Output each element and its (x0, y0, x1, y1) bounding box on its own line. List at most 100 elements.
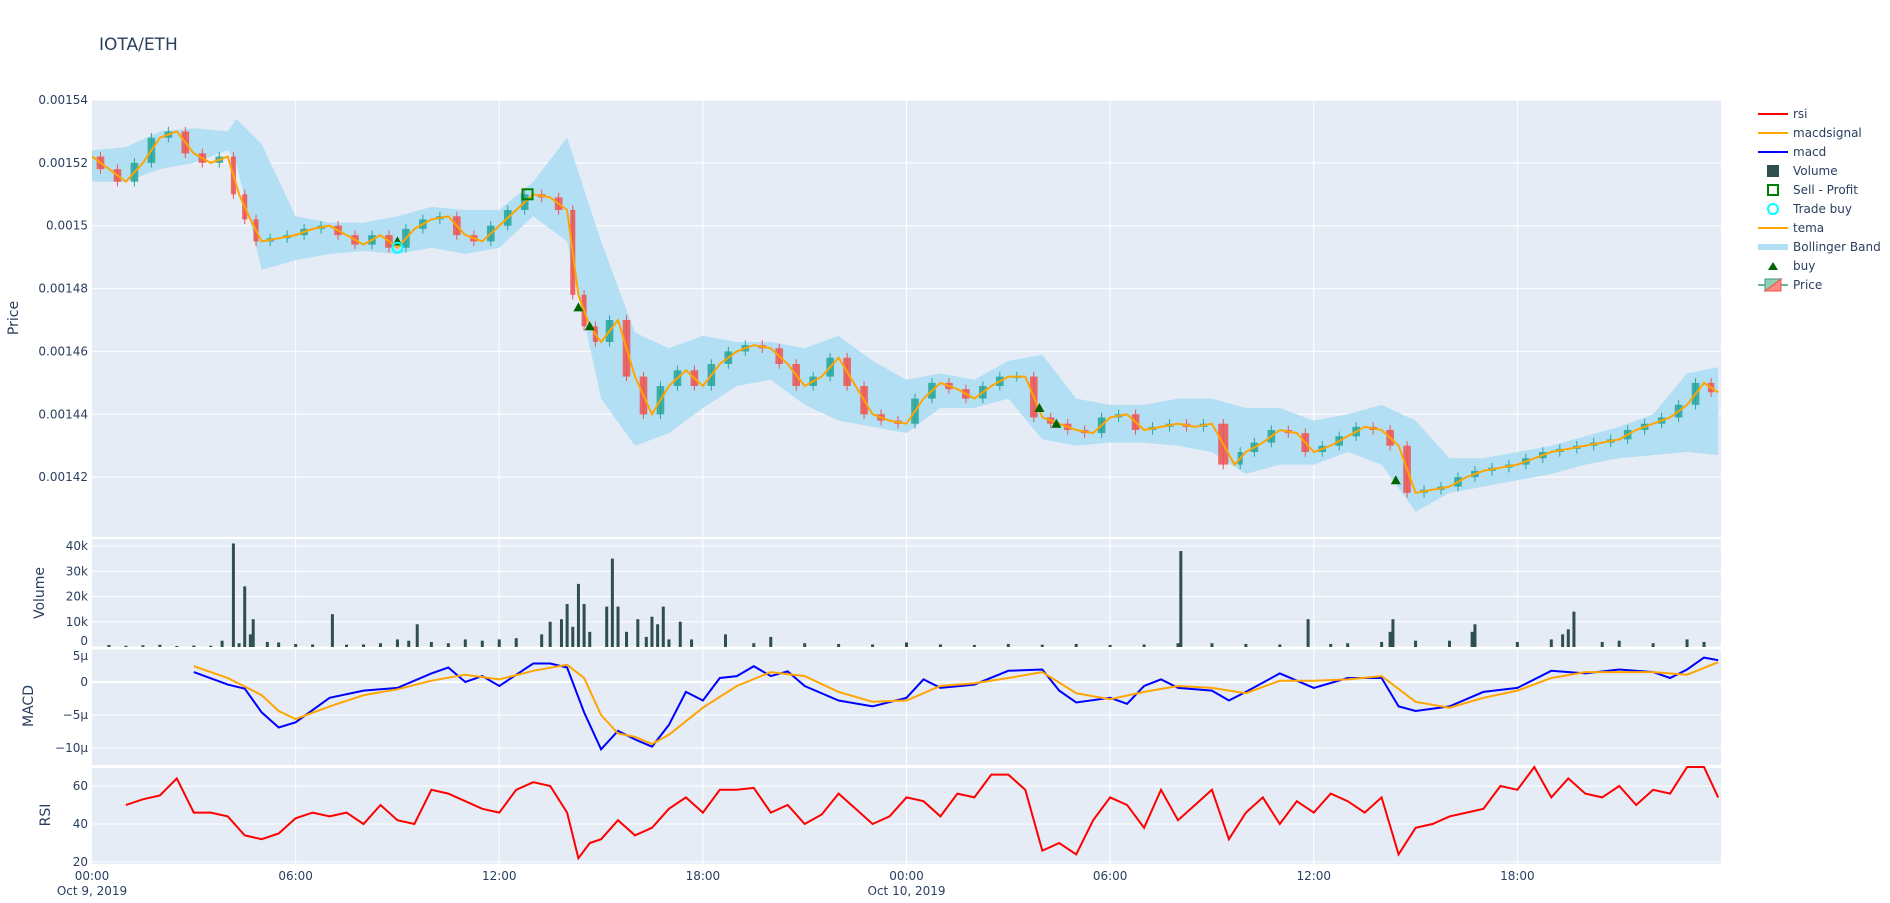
legend-square-icon (1767, 165, 1779, 177)
volume-bar (514, 638, 518, 647)
volume-bar (248, 634, 252, 647)
macd-y-tick-label: 0 (80, 675, 88, 689)
volume-bar (209, 645, 213, 647)
rsi-line (125, 765, 1720, 861)
x-date-label: Oct 10, 2019 (868, 884, 946, 898)
legend-item-buy[interactable]: buy (1768, 259, 1815, 273)
buy-marker (1051, 418, 1062, 428)
volume-bar (1473, 624, 1477, 647)
volume-bar (192, 645, 196, 647)
legend-item-macdsignal[interactable]: macdsignal (1758, 126, 1862, 140)
x-tick-label: 12:00 (1296, 869, 1331, 883)
volume-bar (1006, 643, 1010, 647)
macd-axis-title: MACD (21, 685, 37, 727)
volume-bar (803, 643, 807, 647)
volume-y-tick-label: 30k (66, 564, 88, 578)
volume-bar (1142, 644, 1146, 647)
legend-item-trade-buy[interactable]: Trade buy (1767, 202, 1852, 216)
legend: rsi macdsignal macd Volume Sell - Profit Trad… (1758, 107, 1881, 292)
legend-item-bollinger-band[interactable]: Bollinger Band (1758, 240, 1881, 254)
volume-bar (1685, 639, 1689, 647)
volume-bar (231, 543, 235, 647)
volume-bar (667, 639, 671, 647)
volume-bar (265, 641, 269, 647)
rsi-axis-title: RSI (38, 804, 54, 827)
volume-bar (661, 606, 665, 647)
price-y-tick-label: 0.00154 (38, 93, 88, 107)
volume-bar (497, 639, 501, 647)
volume-bar (837, 643, 841, 647)
volume-bar (1179, 551, 1183, 647)
volume-bar (1651, 643, 1655, 647)
x-date-label: Oct 9, 2019 (57, 884, 127, 898)
x-tick-label: 06:00 (1093, 869, 1128, 883)
volume-bar (1388, 631, 1392, 647)
volume-bar (415, 624, 419, 647)
legend-item-rsi[interactable]: rsi (1758, 107, 1808, 121)
legend-item-volume[interactable]: Volume (1767, 164, 1838, 178)
legend-triangle-icon (1768, 262, 1778, 270)
volume-bar (1391, 619, 1395, 647)
volume-bar (1561, 634, 1565, 647)
volume-bar (636, 619, 640, 647)
trade-buy-marker (391, 241, 404, 254)
volume-bar (769, 636, 773, 647)
legend-item-sell-profit[interactable]: Sell - Profit (1767, 183, 1858, 197)
legend-item-tema[interactable]: tema (1758, 221, 1824, 235)
x-tick-label: 00:00 (75, 869, 110, 883)
x-tick-label: 06:00 (278, 869, 313, 883)
volume-bar (362, 644, 365, 647)
volume-bar (294, 643, 298, 647)
volume-bar (582, 604, 586, 647)
legend-item-macd[interactable]: macd (1758, 145, 1826, 159)
price-axis-title: Price (6, 301, 22, 335)
volume-bar (625, 631, 629, 647)
volume-bar (559, 619, 563, 647)
volume-bar (1572, 611, 1576, 647)
volume-bar (480, 640, 484, 647)
volume-bar (588, 631, 592, 647)
buy-marker (584, 321, 595, 331)
volume-bar (576, 583, 580, 647)
volume-bar (1380, 641, 1384, 647)
legend-band-icon (1758, 244, 1788, 250)
volume-bar (1329, 643, 1333, 647)
volume-bar (1306, 619, 1310, 647)
volume-bar (124, 645, 128, 647)
volume-bar (1470, 631, 1474, 647)
volume-bar (1566, 629, 1570, 647)
legend-item-price[interactable]: Price (1758, 278, 1822, 292)
price-y-tick-label: 0.00152 (38, 156, 88, 170)
volume-bar (548, 621, 552, 647)
price-y-tick-label: 0.00144 (38, 407, 88, 421)
legend-label: Sell - Profit (1793, 183, 1858, 197)
x-tick-label: 00:00 (889, 869, 924, 883)
volume-bar (1278, 644, 1282, 647)
volume-bar (1210, 643, 1214, 647)
volume-bar (656, 624, 660, 647)
volume-bar (1414, 640, 1418, 647)
volume-bar (972, 644, 976, 647)
volume-bar (1108, 644, 1112, 647)
macd-y-tick-label: −10µ (55, 741, 88, 755)
volume-bar (378, 643, 382, 647)
volume-bar (1448, 640, 1451, 647)
volume-y-tick-label: 10k (66, 615, 88, 629)
chart-marks (91, 118, 1720, 861)
volume-y-tick-label: 0 (80, 634, 88, 648)
volume-bar (644, 636, 648, 647)
volume-bar (220, 640, 224, 647)
legend-label: Volume (1793, 164, 1838, 178)
volume-bar (616, 606, 620, 647)
volume-bar (540, 634, 544, 647)
volume-bar (605, 606, 609, 647)
volume-bar (1515, 641, 1519, 647)
volume-bar (1600, 641, 1604, 647)
volume-bar (237, 643, 241, 647)
x-tick-label: 18:00 (686, 869, 721, 883)
volume-y-tick-label: 20k (66, 590, 88, 604)
volume-bar (1074, 643, 1078, 647)
buy-marker (573, 302, 584, 312)
